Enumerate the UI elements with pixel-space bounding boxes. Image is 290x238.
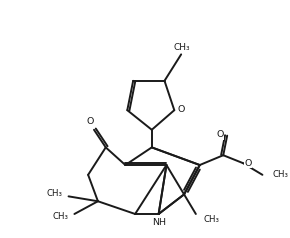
- Text: O: O: [86, 117, 94, 126]
- Text: CH₃: CH₃: [47, 189, 63, 198]
- Text: O: O: [217, 130, 224, 139]
- Text: CH₃: CH₃: [174, 43, 191, 52]
- Text: CH₃: CH₃: [53, 213, 69, 221]
- Text: NH: NH: [152, 218, 166, 227]
- Text: CH₃: CH₃: [272, 170, 288, 179]
- Text: O: O: [177, 105, 185, 114]
- Text: O: O: [244, 159, 251, 168]
- Text: CH₃: CH₃: [204, 215, 220, 224]
